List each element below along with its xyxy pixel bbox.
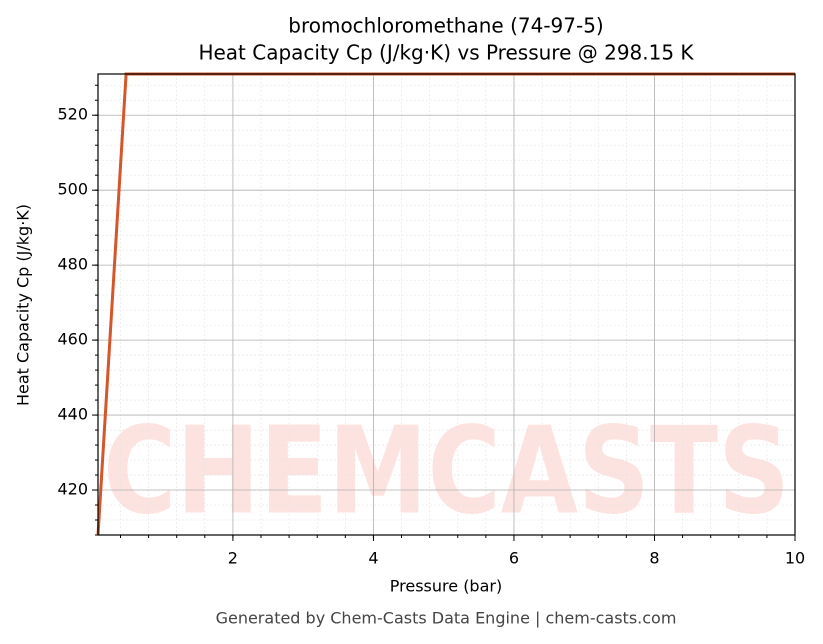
x-axis-label: Pressure (bar) (390, 577, 502, 596)
watermark: CHEMCASTS (103, 403, 790, 542)
y-tick-label: 420 (57, 480, 88, 499)
x-tick-label: 6 (509, 549, 519, 568)
x-tick-label: 2 (228, 549, 238, 568)
y-tick-label: 500 (57, 180, 88, 199)
y-tick-label: 480 (57, 255, 88, 274)
y-tick-label: 520 (57, 105, 88, 124)
x-tick-label: 10 (785, 549, 805, 568)
x-tick-label: 8 (649, 549, 659, 568)
footer: Generated by Chem-Casts Data Engine | ch… (216, 609, 677, 628)
chart-title: bromochloromethane (74-97-5) (288, 14, 603, 38)
chart-subtitle: Heat Capacity Cp (J/kg·K) vs Pressure @ … (198, 41, 694, 65)
x-tick-label: 4 (368, 549, 378, 568)
y-tick-label: 460 (57, 330, 88, 349)
y-tick-label: 440 (57, 405, 88, 424)
plot-frame (97, 73, 796, 536)
y-axis-label: Heat Capacity Cp (J/kg·K) (14, 204, 33, 406)
